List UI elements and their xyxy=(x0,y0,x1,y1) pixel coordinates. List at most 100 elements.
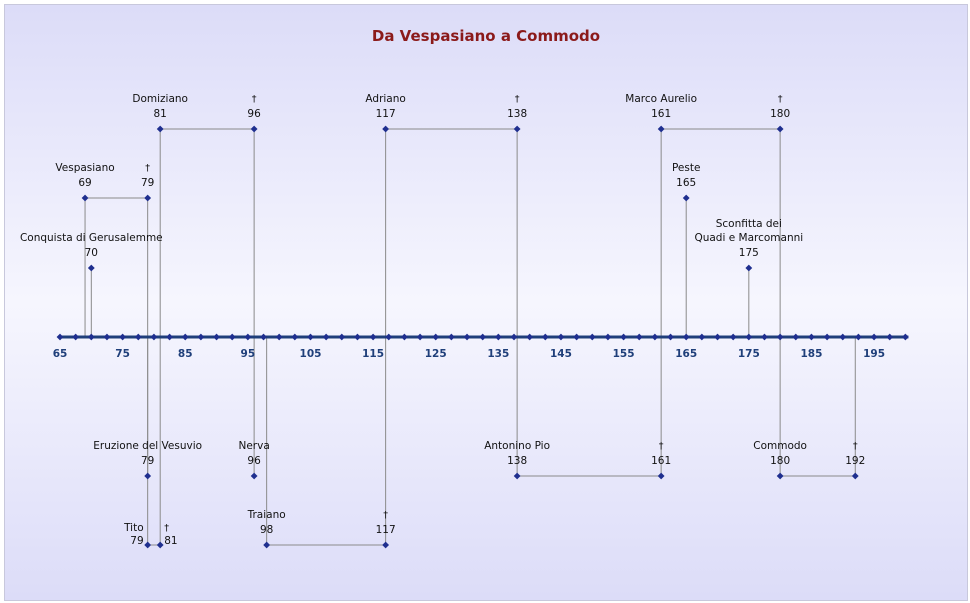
axis-tick-label: 185 xyxy=(800,348,822,360)
event-marker xyxy=(745,264,753,272)
axis-tick xyxy=(604,333,612,341)
event-marker xyxy=(144,472,152,480)
axis-tick xyxy=(886,333,894,341)
axis-tick-label: 135 xyxy=(487,348,509,360)
span-label: Domiziano xyxy=(132,93,188,105)
axis-tick-label: 95 xyxy=(241,348,256,360)
span-start-year: 79 xyxy=(130,535,143,547)
span-start-year: 81 xyxy=(154,108,167,120)
event-label: Quadi e Marcomanni xyxy=(694,232,803,244)
axis-tick xyxy=(667,333,674,341)
span-start-year: 180 xyxy=(770,455,790,467)
event-marker xyxy=(682,194,690,202)
span-label: Adriano xyxy=(365,93,405,105)
axis-tick-label: 65 xyxy=(53,348,68,360)
span-end-year: 138 xyxy=(507,108,527,120)
axis-tick xyxy=(463,333,471,341)
axis-tick-label: 195 xyxy=(863,348,885,360)
axis-tick xyxy=(761,333,768,341)
axis-tick xyxy=(338,333,346,341)
span-end-marker xyxy=(156,541,164,549)
axis-tick xyxy=(839,333,847,341)
axis-tick xyxy=(354,333,361,341)
timeline-chart: 65 75 85 95 105 115 125 135 145 155 165 175 185 195 Ve… xyxy=(20,93,909,549)
death-mark: † xyxy=(252,94,257,105)
axis-tick xyxy=(322,333,330,341)
axis-tick xyxy=(385,333,393,341)
event-label: Sconfitta dei xyxy=(716,218,782,230)
span-start-marker xyxy=(382,125,390,133)
span-end-marker xyxy=(144,194,152,202)
axis-tick-label: 155 xyxy=(613,348,635,360)
event-year: 175 xyxy=(739,247,759,259)
chart-frame: Da Vespasiano a Commodo 65 75 85 95 105 115 12… xyxy=(4,4,968,601)
axis-tick xyxy=(792,333,800,341)
span-end-marker xyxy=(513,125,521,133)
axis-tick xyxy=(573,333,581,341)
span-label: Tito xyxy=(123,522,144,534)
span-end-year: 81 xyxy=(164,535,177,547)
span-start-year: 69 xyxy=(78,177,91,189)
axis-tick-label: 85 xyxy=(178,348,193,360)
event-year: 165 xyxy=(676,177,696,189)
axis-tick xyxy=(432,333,440,341)
death-mark: † xyxy=(164,523,169,534)
span-start-marker xyxy=(513,472,521,480)
event-marker xyxy=(250,472,258,480)
span-end-year: 161 xyxy=(651,455,671,467)
axis-tick-label: 115 xyxy=(362,348,384,360)
span-start-year: 117 xyxy=(376,108,396,120)
span-start-marker xyxy=(81,194,89,202)
axis-tick xyxy=(635,333,643,341)
event-label: Eruzione del Vesuvio xyxy=(93,440,202,452)
span-label: Antonino Pio xyxy=(484,440,550,452)
axis-tick xyxy=(745,333,753,341)
axis-tick xyxy=(416,333,424,341)
axis-tick-label: 125 xyxy=(425,348,447,360)
axis-tick xyxy=(275,333,283,341)
event-label: Nerva xyxy=(238,440,269,452)
axis-tick-label: 75 xyxy=(115,348,130,360)
span-start-marker xyxy=(776,472,784,480)
axis-tick-label: 145 xyxy=(550,348,572,360)
axis-tick xyxy=(698,333,706,341)
span-end-year: 96 xyxy=(247,108,261,120)
span-end-marker xyxy=(382,541,390,549)
chart-title: Da Vespasiano a Commodo xyxy=(371,27,601,45)
event-marker xyxy=(87,264,95,272)
axis-tick xyxy=(150,333,158,341)
event-year: 79 xyxy=(141,455,154,467)
span-end-marker xyxy=(776,125,784,133)
span-start-marker xyxy=(657,125,665,133)
death-mark: † xyxy=(383,510,388,521)
span-start-marker xyxy=(144,541,152,549)
span-start-marker xyxy=(156,125,164,133)
axis-tick xyxy=(87,333,95,341)
span-start-year: 161 xyxy=(651,108,671,120)
span-end-marker xyxy=(250,125,258,133)
axis-tick xyxy=(714,333,721,341)
axis-tick xyxy=(494,333,502,341)
span-end-marker xyxy=(851,472,859,480)
axis-tick xyxy=(307,333,314,341)
span-end-year: 180 xyxy=(770,108,790,120)
axis-tick xyxy=(588,333,596,341)
axis-tick xyxy=(729,333,737,341)
axis-tick-label: 105 xyxy=(300,348,322,360)
span-end-marker xyxy=(657,472,665,480)
axis-tick xyxy=(776,333,784,341)
span-start-year: 138 xyxy=(507,455,527,467)
axis-tick xyxy=(244,333,252,341)
axis-tick xyxy=(103,333,111,341)
axis-tick xyxy=(651,333,659,341)
axis-tick xyxy=(901,333,909,341)
event-year: 70 xyxy=(85,247,98,259)
axis-tick xyxy=(72,333,80,341)
axis-tick-label: 165 xyxy=(675,348,697,360)
span-label: Commodo xyxy=(753,440,807,452)
axis-tick xyxy=(213,333,220,341)
death-mark: † xyxy=(515,94,520,105)
axis-tick xyxy=(260,333,267,341)
death-mark: † xyxy=(659,441,664,452)
span-end-year: 117 xyxy=(376,524,396,536)
